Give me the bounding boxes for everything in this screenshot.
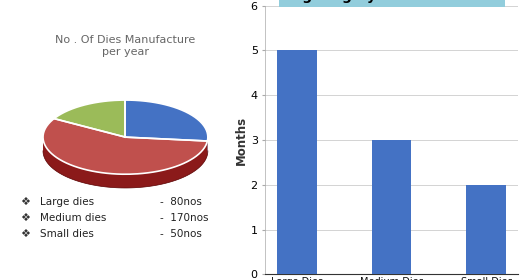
Text: No . Of Dies Manufacture
per year: No . Of Dies Manufacture per year <box>55 35 196 57</box>
Text: ❖: ❖ <box>20 229 30 239</box>
Bar <box>467 185 506 274</box>
Text: -  50nos: - 50nos <box>160 229 202 239</box>
Text: Small dies: Small dies <box>40 229 94 239</box>
Text: Large dies: Large dies <box>40 197 94 207</box>
Bar <box>372 140 412 274</box>
Text: -  80nos: - 80nos <box>160 197 202 207</box>
Bar <box>277 50 316 274</box>
Polygon shape <box>43 138 208 188</box>
Y-axis label: Months: Months <box>235 115 248 165</box>
Text: -  170nos: - 170nos <box>160 213 208 223</box>
Polygon shape <box>126 100 208 141</box>
Text: Medium dies: Medium dies <box>40 213 106 223</box>
Polygon shape <box>54 100 126 137</box>
Polygon shape <box>43 119 208 174</box>
Title: Avg. Mfg Cycle Time of Dies: Avg. Mfg Cycle Time of Dies <box>283 0 501 3</box>
Text: ❖: ❖ <box>20 213 30 223</box>
Text: ❖: ❖ <box>20 197 30 207</box>
